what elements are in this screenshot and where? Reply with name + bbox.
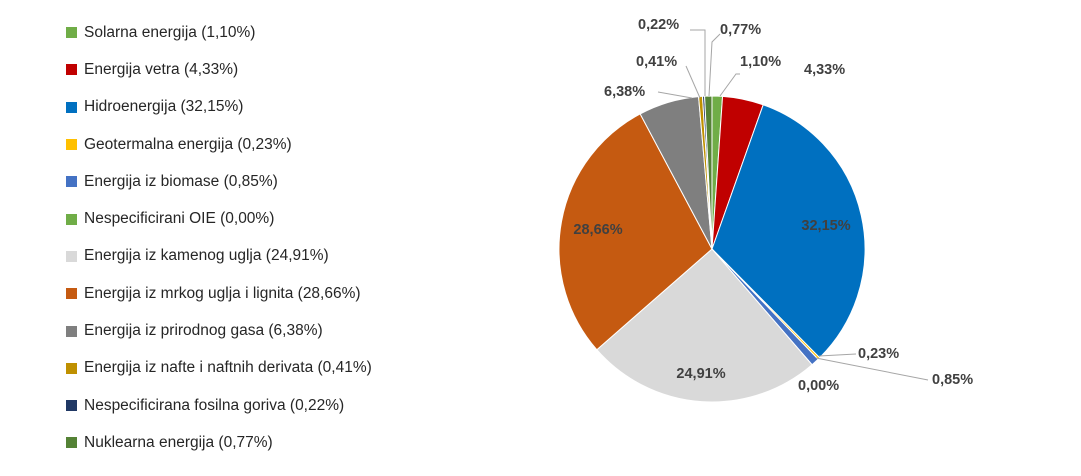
legend-label: Energija iz prirodnog gasa (6,38%): [84, 322, 323, 340]
data-label: 32,15%: [801, 218, 850, 234]
leader-line: [818, 353, 857, 357]
data-label: 24,91%: [676, 366, 725, 382]
data-label: 0,00%: [798, 378, 839, 394]
legend-swatch: [66, 176, 77, 188]
legend-label: Energija vetra (4,33%): [84, 60, 239, 78]
legend-item: Nespecificirani OIE (0,00%): [66, 200, 506, 237]
leader-line: [815, 357, 929, 381]
legend-item: Nuklearna energija (0,77%): [66, 424, 506, 461]
legend-label: Nespecificirana fosilna goriva (0,22%): [84, 396, 345, 414]
legend-item: Hidroenergija (32,15%): [66, 89, 506, 126]
data-label: 4,33%: [804, 62, 845, 78]
data-label: 28,66%: [573, 222, 622, 238]
legend-label: Energija iz kamenog uglja (24,91%): [84, 247, 329, 265]
leader-line: [708, 33, 721, 97]
legend-label: Nespecificirani OIE (0,00%): [84, 210, 275, 228]
chart-legend: Solarna energija (1,10%) Energija vetra (…: [66, 14, 506, 462]
pie-slice: [596, 248, 813, 403]
legend-swatch: [66, 400, 77, 412]
legend-swatch: [66, 213, 77, 225]
data-label: 1,10%: [740, 54, 781, 70]
legend-label: Energija iz nafte i naftnih derivata (0,…: [84, 359, 372, 377]
pie-slice: [711, 104, 866, 359]
legend-label: Geotermalna energija (0,23%): [84, 135, 292, 153]
legend-item: Energija iz prirodnog gasa (6,38%): [66, 312, 506, 349]
legend-swatch: [66, 139, 77, 151]
legend-label: Solarna energija (1,10%): [84, 23, 256, 41]
leader-line: [719, 73, 740, 97]
legend-swatch: [66, 325, 77, 337]
data-label: 6,38%: [604, 84, 645, 100]
pie-slice: [704, 95, 713, 250]
data-label: 0,22%: [638, 17, 679, 33]
legend-item: Geotermalna energija (0,23%): [66, 126, 506, 163]
legend-swatch: [66, 250, 77, 262]
leader-line: [690, 29, 706, 96]
legend-item: Energija vetra (4,33%): [66, 51, 506, 88]
legend-item: Energija iz mrkog uglja i lignita (28,66…: [66, 275, 506, 312]
legend-item: Solarna energija (1,10%): [66, 14, 506, 51]
legend-swatch: [66, 64, 77, 76]
pie-slice: [558, 113, 713, 351]
legend-item: Nespecificirana fosilna goriva (0,22%): [66, 387, 506, 424]
legend-swatch: [66, 288, 77, 300]
leader-line: [685, 65, 701, 99]
leader-line: [657, 91, 693, 99]
legend-item: Energija iz nafte i naftnih derivata (0,…: [66, 350, 506, 387]
legend-label: Energija iz biomase (0,85%): [84, 172, 278, 190]
legend-swatch: [66, 362, 77, 374]
data-label: 0,41%: [636, 54, 677, 70]
legend-swatch: [66, 101, 77, 113]
legend-item: Energija iz kamenog uglja (24,91%): [66, 238, 506, 275]
legend-item: Energija iz biomase (0,85%): [66, 163, 506, 200]
legend-swatch: [66, 437, 77, 449]
data-label: 0,23%: [858, 346, 899, 362]
legend-swatch: [66, 27, 77, 39]
data-label: 0,85%: [932, 372, 973, 388]
legend-label: Nuklearna energija (0,77%): [84, 433, 273, 451]
legend-label: Energija iz mrkog uglja i lignita (28,66…: [84, 284, 361, 302]
legend-label: Hidroenergija (32,15%): [84, 98, 244, 116]
data-label: 0,77%: [720, 22, 761, 38]
